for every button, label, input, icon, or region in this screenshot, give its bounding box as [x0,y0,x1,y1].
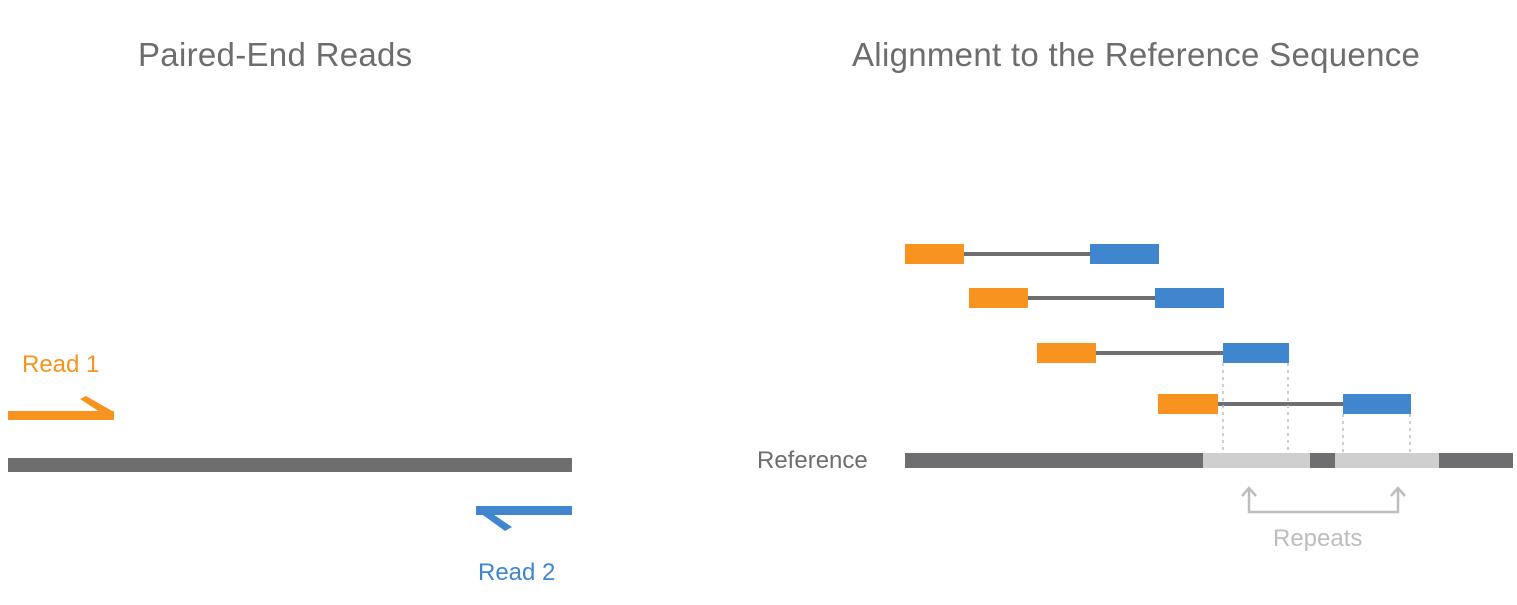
read1-arrowhead [80,396,114,416]
pair-4-read2 [1343,394,1411,414]
aligned-pair-2 [969,288,1224,308]
reference-bar [905,453,1513,468]
reference-label: Reference [757,447,868,474]
read1-shaft [8,411,114,420]
read1-label: Read 1 [22,351,99,378]
pair-1-read2 [1090,244,1159,264]
bracket-arrow-left [1241,486,1257,497]
read2-arrowhead [476,508,512,531]
pair-1-read1 [905,244,964,264]
read2-shaft [476,506,572,515]
bracket-line [1247,490,1400,514]
bracket-arrow-right [1390,486,1406,497]
repeat-guides [1222,363,1411,453]
read2-label: Read 2 [478,559,555,586]
pair-3-insert [1096,351,1223,355]
pair-2-insert [1028,296,1155,300]
reference-segment [905,453,1203,468]
repeats-label: Repeats [1273,525,1362,552]
right-panel: Reference Repeats [757,244,1513,552]
repeat-region-1 [1203,453,1310,468]
reference-segment [1439,453,1513,468]
pair-3-read1 [1037,343,1096,363]
left-panel: Read 1 Read 2 [8,351,572,586]
paired-end-reads-title: Paired-End Reads [138,36,413,73]
read2-arrow [476,506,572,531]
repeat-region-2 [1335,453,1439,468]
aligned-pair-1 [905,244,1159,264]
pair-2-read2 [1155,288,1224,308]
pair-4-insert [1218,402,1343,406]
read1-arrow [8,396,114,420]
pair-3-read2 [1223,343,1289,363]
aligned-pair-3 [1037,343,1289,363]
pair-2-read1 [969,288,1028,308]
repeats-bracket [1241,486,1406,514]
pair-1-insert [964,252,1090,256]
reference-segment [1310,453,1335,468]
fragment-bar [8,458,572,472]
aligned-pair-4 [1158,394,1411,414]
alignment-title: Alignment to the Reference Sequence [852,36,1421,73]
pair-4-read1 [1158,394,1218,414]
